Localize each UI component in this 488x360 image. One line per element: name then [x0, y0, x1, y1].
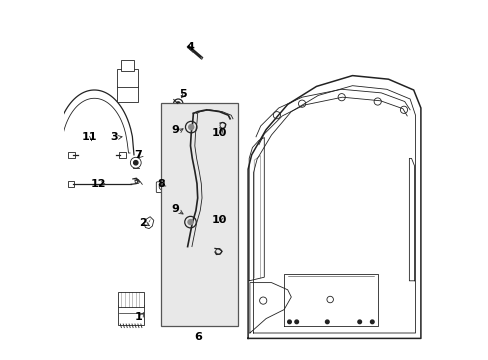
- Circle shape: [287, 320, 291, 324]
- Text: 9: 9: [171, 125, 179, 135]
- Text: 9: 9: [171, 204, 179, 214]
- FancyBboxPatch shape: [119, 152, 126, 158]
- Text: 10: 10: [211, 128, 226, 138]
- Circle shape: [357, 320, 361, 324]
- FancyBboxPatch shape: [118, 305, 143, 325]
- Text: 4: 4: [186, 42, 194, 52]
- Circle shape: [133, 161, 138, 165]
- Text: 3: 3: [110, 132, 118, 142]
- Text: 6: 6: [193, 332, 201, 342]
- FancyBboxPatch shape: [118, 292, 143, 307]
- Text: 5: 5: [179, 89, 186, 99]
- Circle shape: [188, 125, 193, 130]
- Circle shape: [370, 320, 373, 324]
- Text: 11: 11: [81, 132, 97, 142]
- FancyBboxPatch shape: [117, 86, 138, 102]
- Circle shape: [176, 102, 180, 105]
- Circle shape: [187, 220, 193, 225]
- FancyBboxPatch shape: [121, 60, 134, 71]
- Text: 7: 7: [134, 150, 142, 160]
- Text: 1: 1: [134, 312, 142, 322]
- Text: 10: 10: [211, 215, 226, 225]
- Text: 8: 8: [157, 179, 164, 189]
- Text: 12: 12: [91, 179, 106, 189]
- FancyBboxPatch shape: [156, 182, 167, 193]
- FancyBboxPatch shape: [117, 69, 138, 87]
- FancyBboxPatch shape: [68, 152, 75, 158]
- Circle shape: [325, 320, 328, 324]
- FancyBboxPatch shape: [161, 103, 238, 326]
- Circle shape: [294, 320, 298, 324]
- FancyBboxPatch shape: [68, 181, 74, 187]
- Text: 2: 2: [139, 218, 146, 228]
